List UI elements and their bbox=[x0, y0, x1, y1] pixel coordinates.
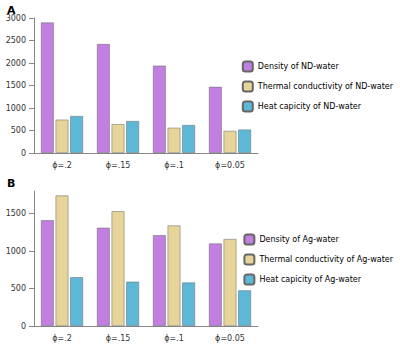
svg-text:3000: 3000 bbox=[5, 13, 26, 23]
svg-text:ϕ=.15: ϕ=.15 bbox=[106, 161, 131, 170]
svg-text:2500: 2500 bbox=[6, 36, 26, 45]
svg-text:ϕ=0.05: ϕ=0.05 bbox=[215, 161, 245, 170]
svg-text:Thermal conductivity of ND-wat: Thermal conductivity of ND-water bbox=[257, 82, 394, 91]
svg-text:500: 500 bbox=[11, 126, 26, 135]
svg-text:Thermal conductivity of Ag-wat: Thermal conductivity of Ag-water bbox=[258, 255, 393, 264]
svg-text:ϕ=.2: ϕ=.2 bbox=[52, 161, 72, 170]
svg-text:Density of ND-water: Density of ND-water bbox=[258, 62, 340, 71]
svg-text:1000: 1000 bbox=[6, 247, 26, 256]
svg-text:1500: 1500 bbox=[6, 209, 26, 218]
svg-text:1500: 1500 bbox=[6, 81, 26, 90]
svg-text:ϕ=.2: ϕ=.2 bbox=[52, 334, 72, 343]
svg-text:A: A bbox=[7, 4, 16, 17]
svg-text:2000: 2000 bbox=[6, 59, 26, 68]
svg-text:Heat capicity of Ag-water: Heat capicity of Ag-water bbox=[259, 275, 361, 284]
svg-text:0: 0 bbox=[21, 149, 26, 158]
svg-text:ϕ=.1: ϕ=.1 bbox=[164, 161, 184, 170]
svg-text:B: B bbox=[7, 177, 15, 190]
svg-text:Heat capicity of ND-water: Heat capicity of ND-water bbox=[258, 102, 362, 111]
svg-text:ϕ=0.05: ϕ=0.05 bbox=[215, 334, 245, 343]
svg-text:1000: 1000 bbox=[6, 104, 26, 113]
svg-text:0: 0 bbox=[21, 322, 26, 331]
svg-text:ϕ=.1: ϕ=.1 bbox=[164, 334, 184, 343]
svg-text:Density of Ag-water: Density of Ag-water bbox=[259, 235, 339, 244]
svg-text:ϕ=.15: ϕ=.15 bbox=[106, 334, 131, 343]
svg-text:500: 500 bbox=[11, 284, 26, 293]
